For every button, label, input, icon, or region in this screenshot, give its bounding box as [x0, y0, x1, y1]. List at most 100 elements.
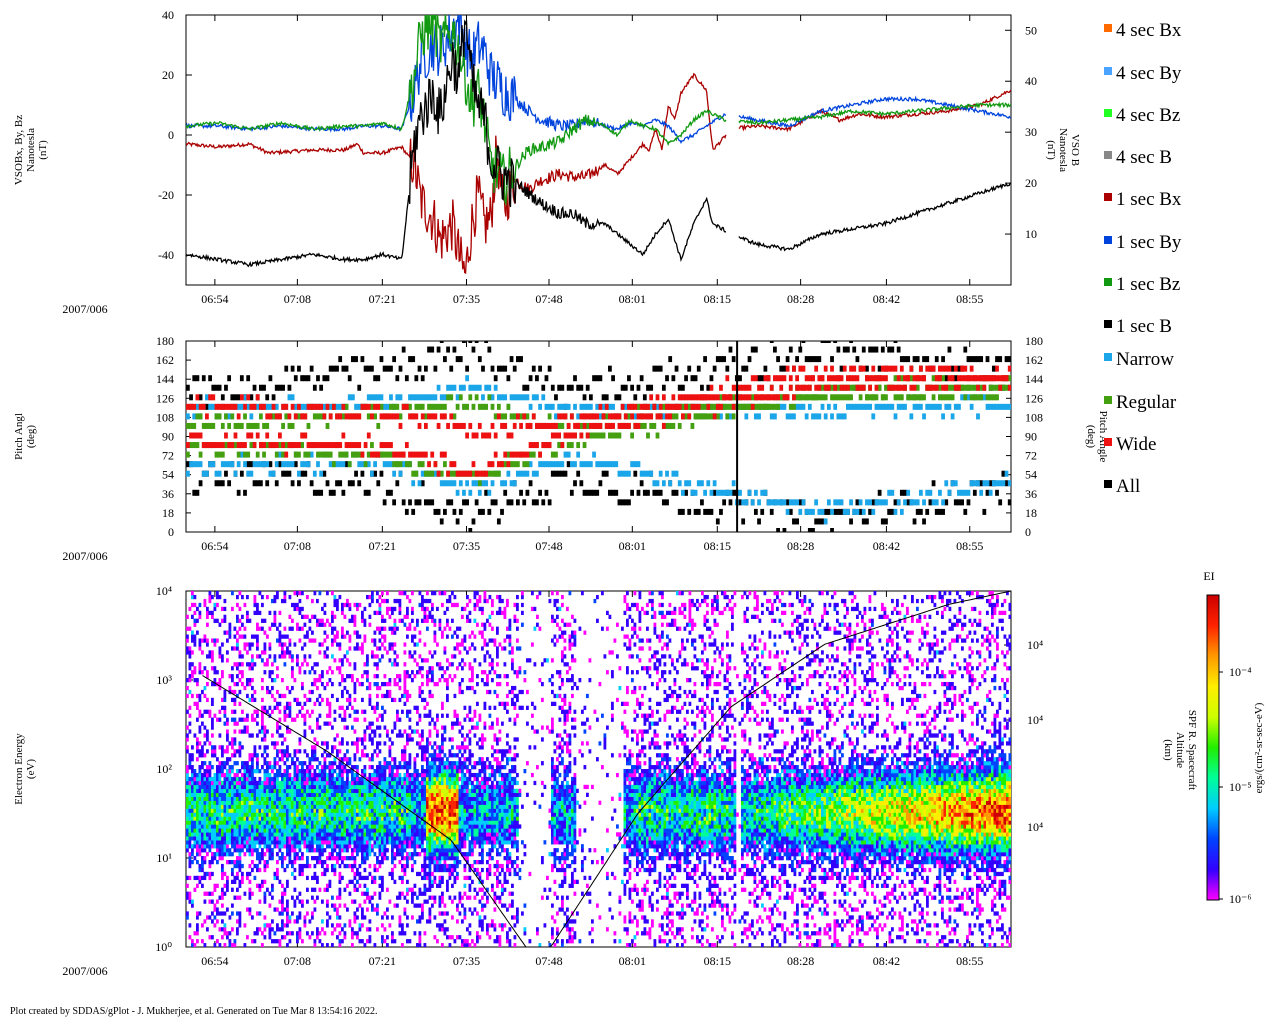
spectrogram-cell [226, 820, 229, 825]
pitch-mark-Narrow [792, 413, 796, 420]
spectrogram-cell [266, 800, 269, 805]
spectrogram-cell [266, 832, 269, 837]
pitch-mark-All [922, 518, 926, 525]
spectrogram-cell [296, 662, 299, 667]
pitch-mark-Narrow [957, 403, 961, 410]
spectrogram-cell [321, 863, 324, 869]
pitch-mark-Wide [792, 365, 796, 372]
pitch-mark-Narrow [1004, 470, 1009, 477]
spectrogram-cell [286, 907, 289, 912]
spectrogram-cell [248, 863, 252, 869]
pitch-mark-All [833, 508, 838, 515]
pitch-mark-Regular [312, 413, 317, 420]
spectrogram-cell [283, 654, 287, 659]
pitch-mark-Regular [189, 442, 193, 449]
pitch-mark-All [712, 365, 717, 372]
pitch-mark-Wide [801, 365, 806, 372]
spectrogram-cell [211, 919, 214, 924]
pitch-mark-Regular [569, 442, 574, 449]
pitch-mark-Wide [201, 442, 206, 449]
spectrogram-cell [218, 852, 222, 857]
spectrogram-cell [226, 879, 229, 885]
spectrogram-cell [343, 804, 347, 809]
pitch-mark-Regular [576, 442, 581, 449]
pitch-mark-Wide [192, 403, 197, 410]
spectrogram-cell [208, 840, 212, 845]
pitch-mark-All [351, 480, 355, 487]
pitch-mark-Wide [477, 470, 482, 477]
pitch-mark-Regular [443, 403, 447, 410]
pitch-mark-Wide [684, 403, 688, 410]
spectrogram-cell [313, 772, 317, 778]
spectrogram-cell [231, 887, 234, 892]
spectrogram-cell [336, 816, 339, 821]
pitch-mark-All [817, 356, 822, 363]
spectrogram-cell [233, 840, 237, 845]
spectrogram-cell [243, 832, 247, 837]
spectrogram-cell [188, 753, 192, 758]
spectrogram-cell [343, 784, 347, 790]
pitch-mark-Wide [960, 365, 965, 372]
spectrogram-cell [261, 784, 264, 790]
pitch-mark-All [433, 508, 438, 515]
spectrogram-cell [283, 776, 287, 782]
spectrogram-cell [338, 658, 342, 663]
pitch-mark-Narrow [728, 489, 733, 496]
spectrogram-cell [306, 931, 309, 936]
pitch-mark-Wide [220, 403, 225, 410]
pitch-bands-group [186, 341, 1011, 532]
spectrogram-cell [316, 796, 319, 801]
pitch-mark-Narrow [306, 461, 311, 468]
spectrogram-cell [296, 820, 299, 825]
spectrogram-cell [211, 765, 214, 770]
pitch-mark-All [1004, 356, 1009, 363]
pitch-mark-Wide [677, 403, 682, 410]
spectrogram-ylabel-right: Altitude [1174, 732, 1186, 768]
pitch-mark-All [557, 384, 562, 391]
pitch-mark-All [696, 508, 701, 515]
spectrogram-cell [318, 713, 322, 718]
pitch-mark-All [217, 480, 222, 487]
pitch-mark-All [681, 384, 685, 391]
spectrogram-cell [303, 792, 307, 797]
spectrogram-cell [258, 780, 262, 786]
spectrogram-cell [211, 844, 214, 849]
pitch-mark-Wide [198, 403, 203, 410]
spectrogram-cell [303, 780, 307, 786]
spectrogram-cell [268, 674, 272, 679]
pitch-mark-All [512, 365, 517, 372]
pitch-mark-Wide [766, 394, 771, 401]
pitch-mark-Wide [668, 403, 673, 410]
spectrogram-cell [238, 879, 242, 885]
pitch-mark-All [842, 346, 847, 353]
pitch-mark-Narrow [481, 480, 485, 487]
pitch-mark-Wide [458, 422, 463, 429]
y-tick-label-left: 10⁰ [155, 940, 172, 954]
spectrogram-cell [206, 816, 209, 821]
spectrogram-cell [263, 844, 267, 849]
pitch-mark-Narrow [592, 451, 596, 458]
spectrogram-cell [246, 761, 249, 766]
pitch-mark-Wide [814, 384, 819, 391]
pitch-mark-Wide [385, 442, 390, 449]
pitch-mark-All [525, 489, 530, 496]
spectrogram-cell [301, 662, 304, 667]
spectrogram-cell [263, 859, 267, 865]
spectrogram-cell [238, 626, 242, 631]
spectrogram-cell [311, 666, 314, 671]
spectrogram-cell [288, 859, 292, 865]
spectrogram-cell [336, 915, 339, 920]
pitch-mark-Wide [852, 375, 857, 382]
spectrogram-cell [338, 891, 342, 896]
spectrogram-cell [291, 812, 294, 817]
spectrogram-cell [326, 856, 329, 861]
spectrogram-cell [346, 725, 349, 730]
spectrogram-cell [278, 911, 282, 916]
spectrogram-cell [246, 650, 249, 655]
pitch-mark-All [658, 365, 663, 372]
pitch-mark-All [357, 384, 362, 391]
pitch-mark-All [300, 375, 305, 382]
spectrogram-cell [196, 883, 199, 888]
pitch-mark-Regular [588, 432, 593, 439]
pitch-mark-Regular [896, 394, 901, 401]
